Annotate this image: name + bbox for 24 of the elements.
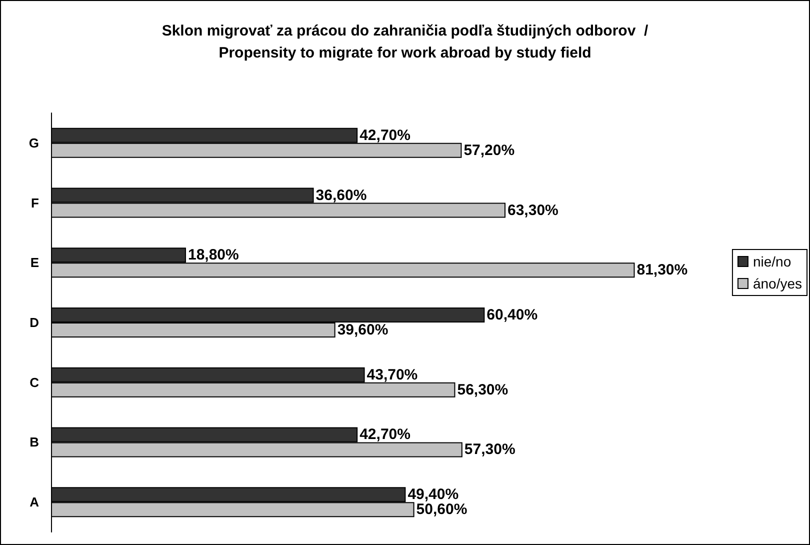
data-label: 56,30% bbox=[457, 381, 508, 398]
y-tick-label: A bbox=[30, 494, 40, 510]
data-label: 50,60% bbox=[416, 501, 468, 518]
y-tick-label: C bbox=[30, 374, 40, 390]
legend-label: áno/yes bbox=[752, 276, 802, 292]
data-label: 18,80% bbox=[188, 246, 239, 264]
data-label: 60,40% bbox=[486, 306, 538, 324]
legend-label: nie/no bbox=[752, 254, 792, 270]
data-label: 57,20% bbox=[464, 142, 515, 159]
data-label: 63,30% bbox=[507, 202, 558, 219]
y-tick-label: F bbox=[31, 195, 40, 210]
y-tick-label: B bbox=[30, 434, 39, 450]
chart-title: Sklon migrovať za prácou do zahraničia podľa študijných odborov / Propensity to migrate for work abroad by study field bbox=[162, 22, 650, 62]
data-label: 81,30% bbox=[636, 262, 688, 279]
data-label: 36,60% bbox=[316, 186, 367, 204]
y-tick-label: D bbox=[30, 315, 39, 330]
data-label: 42,70% bbox=[360, 426, 410, 444]
y-tick-label: E bbox=[30, 255, 40, 270]
data-label: 42,70% bbox=[360, 126, 410, 144]
data-label: 57,30% bbox=[464, 441, 516, 458]
data-label: 49,40% bbox=[408, 486, 459, 504]
data-label: 39,60% bbox=[337, 322, 388, 338]
data-label: 43,70% bbox=[366, 366, 418, 384]
y-tick-label: G bbox=[28, 135, 39, 150]
